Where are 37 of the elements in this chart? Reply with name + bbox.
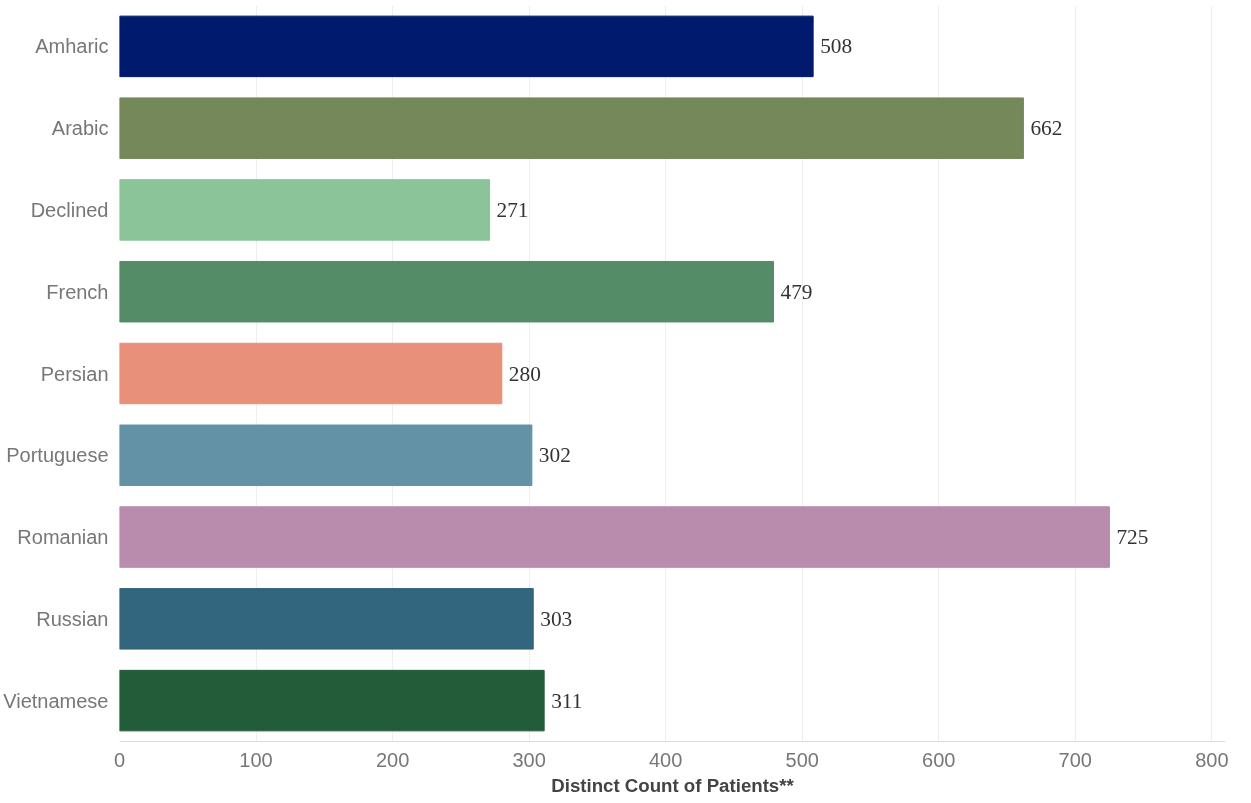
bar — [119, 15, 814, 78]
data-label: 725 — [1116, 525, 1149, 550]
x-tick-label: 200 — [375, 748, 410, 771]
bar — [119, 424, 533, 487]
x-tick-label: 100 — [239, 748, 273, 771]
x-tick-label: 300 — [512, 748, 546, 771]
x-tick-label: 600 — [922, 748, 956, 771]
data-label: 311 — [551, 688, 583, 713]
y-tick-label: Russian — [36, 607, 109, 630]
y-tick-label: Declined — [30, 198, 109, 221]
y-tick-label: French — [46, 280, 109, 303]
x-tick-label: 800 — [1195, 748, 1229, 771]
x-tick-label: 400 — [648, 748, 683, 771]
bar — [119, 669, 545, 732]
x-tick-label: 0 — [113, 748, 126, 771]
bar — [119, 97, 1024, 159]
data-label: 302 — [538, 443, 571, 468]
x-tick-label: 700 — [1058, 748, 1092, 771]
bar — [119, 506, 1110, 568]
y-tick-label: Amharic — [35, 35, 109, 58]
bar — [119, 260, 775, 323]
y-tick-label: Persian — [40, 362, 109, 385]
data-label: 662 — [1030, 116, 1063, 141]
y-tick-label: Vietnamese — [3, 689, 109, 712]
data-label: 479 — [780, 279, 813, 304]
data-label: 280 — [508, 361, 541, 386]
x-axis-title: Distinct Count of Patients** — [551, 774, 795, 796]
bar — [119, 179, 491, 241]
bar — [119, 342, 503, 405]
y-tick-label: Romanian — [17, 526, 109, 549]
data-label: 303 — [540, 606, 573, 631]
y-tick-label: Portuguese — [6, 444, 109, 467]
data-label: 271 — [496, 197, 529, 222]
data-label: 508 — [820, 34, 853, 59]
bar — [119, 588, 534, 650]
x-tick-label: 500 — [785, 748, 819, 771]
y-tick-label: Arabic — [51, 117, 109, 140]
